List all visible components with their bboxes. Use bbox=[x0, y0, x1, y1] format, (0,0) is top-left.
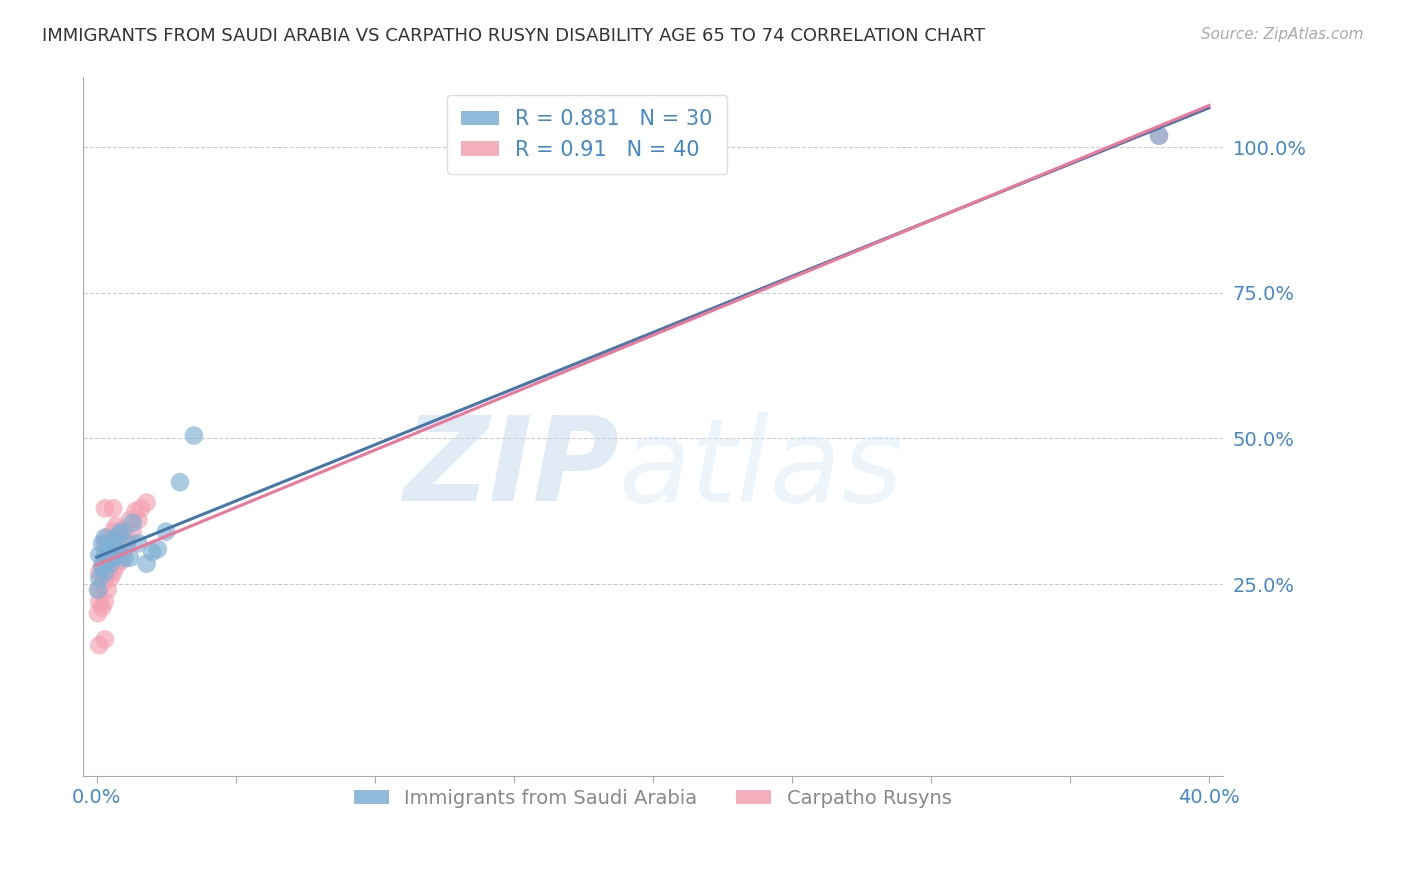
Point bbox=[94, 548, 117, 562]
Point bbox=[121, 524, 143, 539]
Text: IMMIGRANTS FROM SAUDI ARABIA VS CARPATHO RUSYN DISABILITY AGE 65 TO 74 CORRELATI: IMMIGRANTS FROM SAUDI ARABIA VS CARPATHO… bbox=[42, 27, 986, 45]
Point bbox=[121, 516, 143, 530]
Point bbox=[146, 542, 169, 557]
Point bbox=[97, 582, 120, 597]
Point bbox=[100, 554, 122, 568]
Point bbox=[129, 501, 152, 516]
Point bbox=[87, 606, 110, 620]
Point bbox=[94, 501, 117, 516]
Point bbox=[110, 531, 132, 545]
Point bbox=[97, 554, 120, 568]
Point bbox=[94, 566, 117, 580]
Point bbox=[103, 550, 125, 565]
Point bbox=[112, 542, 135, 557]
Point bbox=[94, 632, 117, 647]
Point bbox=[118, 550, 141, 565]
Point bbox=[100, 571, 122, 585]
Text: atlas: atlas bbox=[619, 412, 904, 525]
Point bbox=[89, 594, 111, 608]
Point bbox=[105, 542, 128, 557]
Point bbox=[89, 566, 111, 580]
Point bbox=[107, 527, 129, 541]
Point bbox=[1147, 128, 1170, 143]
Point bbox=[94, 554, 117, 568]
Point bbox=[103, 566, 125, 580]
Text: Source: ZipAtlas.com: Source: ZipAtlas.com bbox=[1201, 27, 1364, 42]
Point bbox=[103, 524, 125, 539]
Point bbox=[97, 542, 120, 557]
Point bbox=[124, 504, 146, 518]
Point bbox=[100, 557, 122, 571]
Point bbox=[107, 531, 129, 545]
Legend: Immigrants from Saudi Arabia, Carpatho Rusyns: Immigrants from Saudi Arabia, Carpatho R… bbox=[346, 780, 959, 815]
Point bbox=[127, 536, 149, 550]
Point bbox=[115, 533, 138, 548]
Point bbox=[91, 559, 114, 574]
Point bbox=[103, 548, 125, 562]
Point bbox=[87, 582, 110, 597]
Point bbox=[107, 545, 129, 559]
Point bbox=[91, 600, 114, 615]
Point bbox=[97, 548, 120, 562]
Point bbox=[89, 582, 111, 597]
Point bbox=[110, 524, 132, 539]
Point bbox=[91, 536, 114, 550]
Point bbox=[103, 533, 125, 548]
Point bbox=[97, 566, 120, 580]
Point bbox=[169, 475, 191, 490]
Point bbox=[127, 513, 149, 527]
Point bbox=[135, 495, 157, 509]
Point bbox=[100, 536, 122, 550]
Point bbox=[91, 577, 114, 591]
Point bbox=[135, 557, 157, 571]
Point bbox=[100, 539, 122, 553]
Point bbox=[118, 513, 141, 527]
Point bbox=[112, 550, 135, 565]
Point bbox=[94, 594, 117, 608]
Point bbox=[94, 531, 117, 545]
Point bbox=[105, 518, 128, 533]
Point bbox=[89, 638, 111, 652]
Text: ZIP: ZIP bbox=[402, 411, 619, 526]
Point bbox=[183, 428, 205, 442]
Point bbox=[107, 548, 129, 562]
Point bbox=[94, 571, 117, 585]
Point bbox=[141, 545, 163, 559]
Point bbox=[89, 571, 111, 585]
Point bbox=[110, 554, 132, 568]
Point bbox=[103, 501, 125, 516]
Point bbox=[91, 559, 114, 574]
Point bbox=[94, 536, 117, 550]
Point bbox=[155, 524, 177, 539]
Point bbox=[115, 536, 138, 550]
Point bbox=[112, 522, 135, 536]
Point bbox=[105, 559, 128, 574]
Point bbox=[89, 548, 111, 562]
Point bbox=[1147, 128, 1170, 143]
Point bbox=[105, 548, 128, 562]
Point bbox=[97, 531, 120, 545]
